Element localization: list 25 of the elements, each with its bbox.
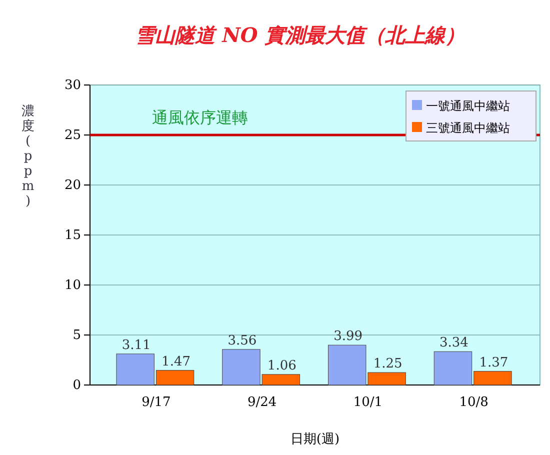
data-label: 3.99 <box>334 329 363 344</box>
data-label: 1.37 <box>479 355 508 370</box>
y-tick-label: 15 <box>64 228 81 244</box>
data-label: 3.34 <box>439 336 468 351</box>
x-axis-title: 日期(週) <box>290 432 340 447</box>
data-label: 3.11 <box>122 338 151 353</box>
data-label: 1.06 <box>267 358 296 374</box>
chart-title: 雪山隧道 NO 實測最大值（北上線） <box>135 23 465 47</box>
x-tick-label: 10/8 <box>459 395 488 410</box>
ref-line-label: 通風依序運轉 <box>152 108 248 127</box>
data-label: 3.56 <box>228 333 257 348</box>
data-label: 1.47 <box>162 354 191 370</box>
legend-label: 三號通風中繼站 <box>426 121 510 135</box>
y-tick-label: 10 <box>64 278 81 294</box>
y-tick-label: 20 <box>64 178 81 194</box>
y-tick-label: 30 <box>64 78 81 94</box>
y-tick-label: 0 <box>72 378 81 394</box>
x-tick-label: 9/17 <box>142 395 171 410</box>
x-tick-label: 10/1 <box>353 395 383 410</box>
x-tick-label: 9/24 <box>247 395 277 410</box>
data-label: 1.25 <box>373 356 402 372</box>
legend-label: 一號通風中繼站 <box>426 99 510 113</box>
y-tick-label: 25 <box>64 128 81 144</box>
y-tick-label: 5 <box>72 328 81 344</box>
y-axis-title: 濃度(ppm) <box>22 104 34 209</box>
